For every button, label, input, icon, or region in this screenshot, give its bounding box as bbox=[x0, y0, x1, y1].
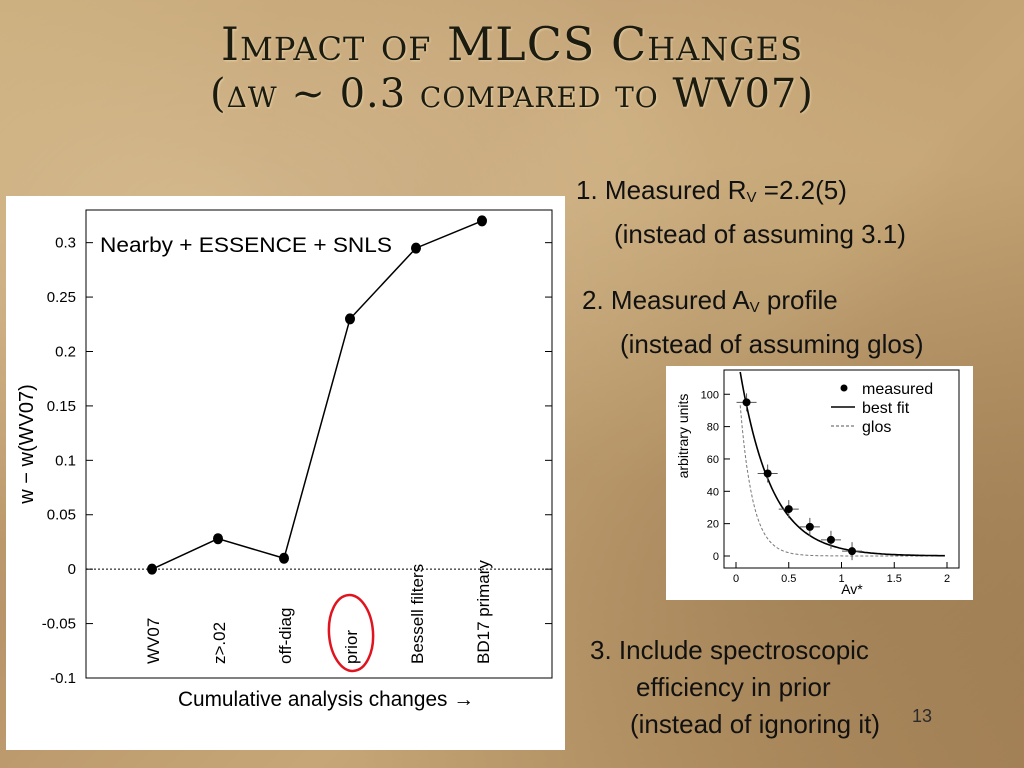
y-tick-label: 0.2 bbox=[55, 343, 76, 360]
bullet-2-line-2: (instead of assuming glos) bbox=[620, 329, 924, 359]
bullet-3-line-3: (instead of ignoring it) bbox=[630, 709, 881, 739]
inset-y-tick-label: 0 bbox=[713, 551, 719, 563]
category-label: prior bbox=[342, 630, 361, 664]
data-point bbox=[213, 533, 223, 545]
title-line-1: Impact of MLCS Changes bbox=[220, 17, 804, 71]
plot-frame bbox=[85, 209, 553, 679]
inset-y-axis-label: arbitrary units bbox=[675, 394, 691, 479]
highlight-circle bbox=[327, 593, 375, 673]
main-chart-panel: -0.1 -0.05 0 0.05 0.1 0.15 0.2 0.25 0.3 WV07 z>.0… bbox=[6, 196, 565, 750]
bullet-2-suffix: profile bbox=[759, 285, 838, 315]
bullet-2: 2. Measured AV profile (instead of assum… bbox=[582, 282, 923, 362]
inset-x-tick-label: 1 bbox=[838, 573, 844, 585]
category-label: WV07 bbox=[144, 618, 163, 664]
y-tick-label: -0.1 bbox=[50, 670, 76, 687]
bullet-1-line-1: 1. Measured RV =2.2(5) bbox=[576, 172, 906, 216]
inset-chart: 0 0.5 1 1.5 2 0 20 40 60 80 100 measured best fit g… bbox=[675, 369, 960, 597]
inset-y-tick-label: 100 bbox=[701, 389, 719, 401]
best-fit-curve bbox=[739, 371, 945, 557]
inset-x-tick-label: 1.5 bbox=[887, 573, 902, 585]
x-axis-label: Cumulative analysis changes → bbox=[178, 688, 474, 711]
bullet-3: 3. Include spectroscopic efficiency in p… bbox=[590, 632, 880, 742]
measured-point bbox=[763, 469, 772, 478]
inset-y-tick-label: 40 bbox=[707, 486, 719, 498]
bullet-1-suffix: =2.2(5) bbox=[756, 175, 847, 205]
bullet-2-prefix: 2. Measured A bbox=[582, 285, 750, 315]
measured-point bbox=[784, 505, 793, 514]
category-label: Bessell filters bbox=[408, 564, 427, 664]
legend-label: measured bbox=[862, 381, 933, 398]
measured-point bbox=[848, 547, 857, 556]
inset-x-tick-label: 0 bbox=[733, 573, 739, 585]
y-tick-label: 0.1 bbox=[55, 452, 76, 469]
bullet-3-line-1: 3. Include spectroscopic bbox=[590, 635, 869, 665]
bullet-2-line-1: 2. Measured AV profile bbox=[582, 282, 923, 326]
data-point bbox=[411, 242, 421, 254]
measured-point bbox=[826, 535, 835, 544]
bullet-1: 1. Measured RV =2.2(5) (instead of assum… bbox=[576, 172, 906, 252]
category-label: BD17 primary bbox=[474, 560, 493, 664]
y-tick-label: 0.3 bbox=[55, 235, 76, 252]
inset-plot-frame bbox=[723, 369, 960, 569]
legend-label: best fit bbox=[862, 400, 910, 417]
y-tick-label: 0.25 bbox=[47, 289, 76, 306]
title-line-2: (δw ~ 0.3 compared to WV07) bbox=[210, 71, 814, 117]
glos-curve bbox=[739, 405, 945, 557]
inset-x-tick-label: 2 bbox=[944, 573, 950, 585]
inset-x-tick-label: 0.5 bbox=[781, 573, 796, 585]
data-point bbox=[477, 215, 487, 227]
legend-marker-measured bbox=[840, 384, 848, 392]
inset-y-tick-label: 60 bbox=[707, 454, 719, 466]
data-point bbox=[279, 552, 289, 564]
y-tick-label: 0.05 bbox=[47, 507, 76, 524]
measured-point bbox=[742, 398, 751, 407]
bullet-2-subscript: V bbox=[749, 299, 760, 316]
y-tick-label: 0.15 bbox=[47, 398, 76, 415]
bullet-1-subscript: V bbox=[746, 189, 757, 206]
chart-title: Nearby + ESSENCE + SNLS bbox=[100, 234, 392, 257]
y-tick-label: -0.05 bbox=[42, 616, 76, 633]
y-axis-label: w − w(WV07) bbox=[16, 384, 38, 504]
data-point bbox=[345, 313, 355, 325]
slide-title: Impact of MLCS Changes (δw ~ 0.3 compare… bbox=[0, 18, 1024, 118]
inset-y-tick-label: 20 bbox=[707, 519, 719, 531]
bullet-1-prefix: 1. Measured R bbox=[576, 175, 747, 205]
inset-chart-panel: 0 0.5 1 1.5 2 0 20 40 60 80 100 measured best fit g… bbox=[666, 366, 973, 600]
category-label: z>.02 bbox=[210, 622, 229, 664]
series-line bbox=[151, 220, 483, 570]
measured-point bbox=[805, 522, 814, 531]
y-tick-label: 0 bbox=[68, 561, 76, 578]
inset-x-axis-label: Av* bbox=[841, 581, 863, 597]
bullet-1-line-2: (instead of assuming 3.1) bbox=[614, 219, 906, 249]
category-label: off-diag bbox=[276, 608, 295, 664]
legend-label: glos bbox=[862, 419, 891, 436]
data-point bbox=[147, 563, 157, 575]
page-number: 13 bbox=[912, 706, 933, 726]
bullet-3-line-2: efficiency in prior bbox=[636, 672, 831, 702]
inset-y-tick-label: 80 bbox=[707, 422, 719, 434]
main-chart: -0.1 -0.05 0 0.05 0.1 0.15 0.2 0.25 0.3 WV07 z>.0… bbox=[16, 209, 553, 711]
